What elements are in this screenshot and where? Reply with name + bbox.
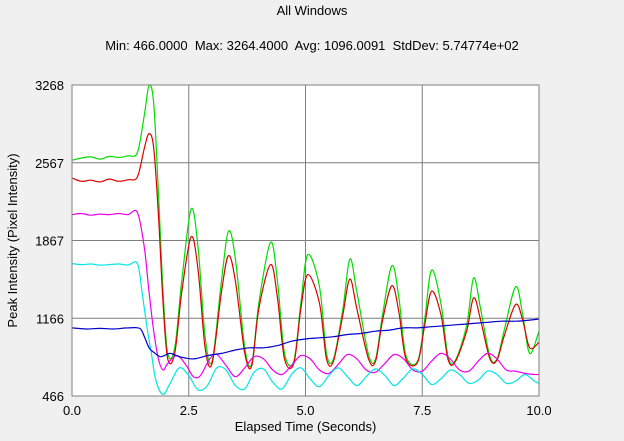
y-tick-label: 1166 — [36, 311, 64, 326]
x-axis-ticks: 0.0 2.5 5.0 7.5 10.0 — [63, 403, 552, 418]
x-tick-label: 0.0 — [63, 403, 81, 418]
chart-title: All Windows — [276, 3, 348, 18]
y-tick-label: 2567 — [35, 156, 64, 171]
y-tick-label: 466 — [42, 389, 64, 404]
y-tick-label: 1867 — [35, 234, 64, 249]
series-line-5 — [71, 318, 540, 360]
series-line-4 — [71, 261, 540, 395]
series-line-3 — [71, 209, 540, 379]
x-tick-label: 7.5 — [413, 403, 431, 418]
y-tick-label: 3268 — [35, 78, 64, 93]
grid-lines — [72, 85, 539, 396]
y-axis-ticks: 466 1166 1867 2567 3268 — [35, 78, 64, 404]
x-tick-label: 5.0 — [296, 403, 314, 418]
x-tick-label: 10.0 — [526, 403, 551, 418]
x-axis-label: Elapsed Time (Seconds) — [235, 419, 377, 434]
plot-border — [71, 84, 540, 397]
chart-stats-subtitle: Min: 466.0000 Max: 3264.4000 Avg: 1096.0… — [105, 38, 519, 53]
series-layer — [71, 84, 540, 395]
y-axis-label: Peak Intensity (Pixel Intensity) — [5, 153, 20, 327]
series-line-2 — [71, 133, 540, 370]
x-tick-label: 2.5 — [180, 403, 198, 418]
